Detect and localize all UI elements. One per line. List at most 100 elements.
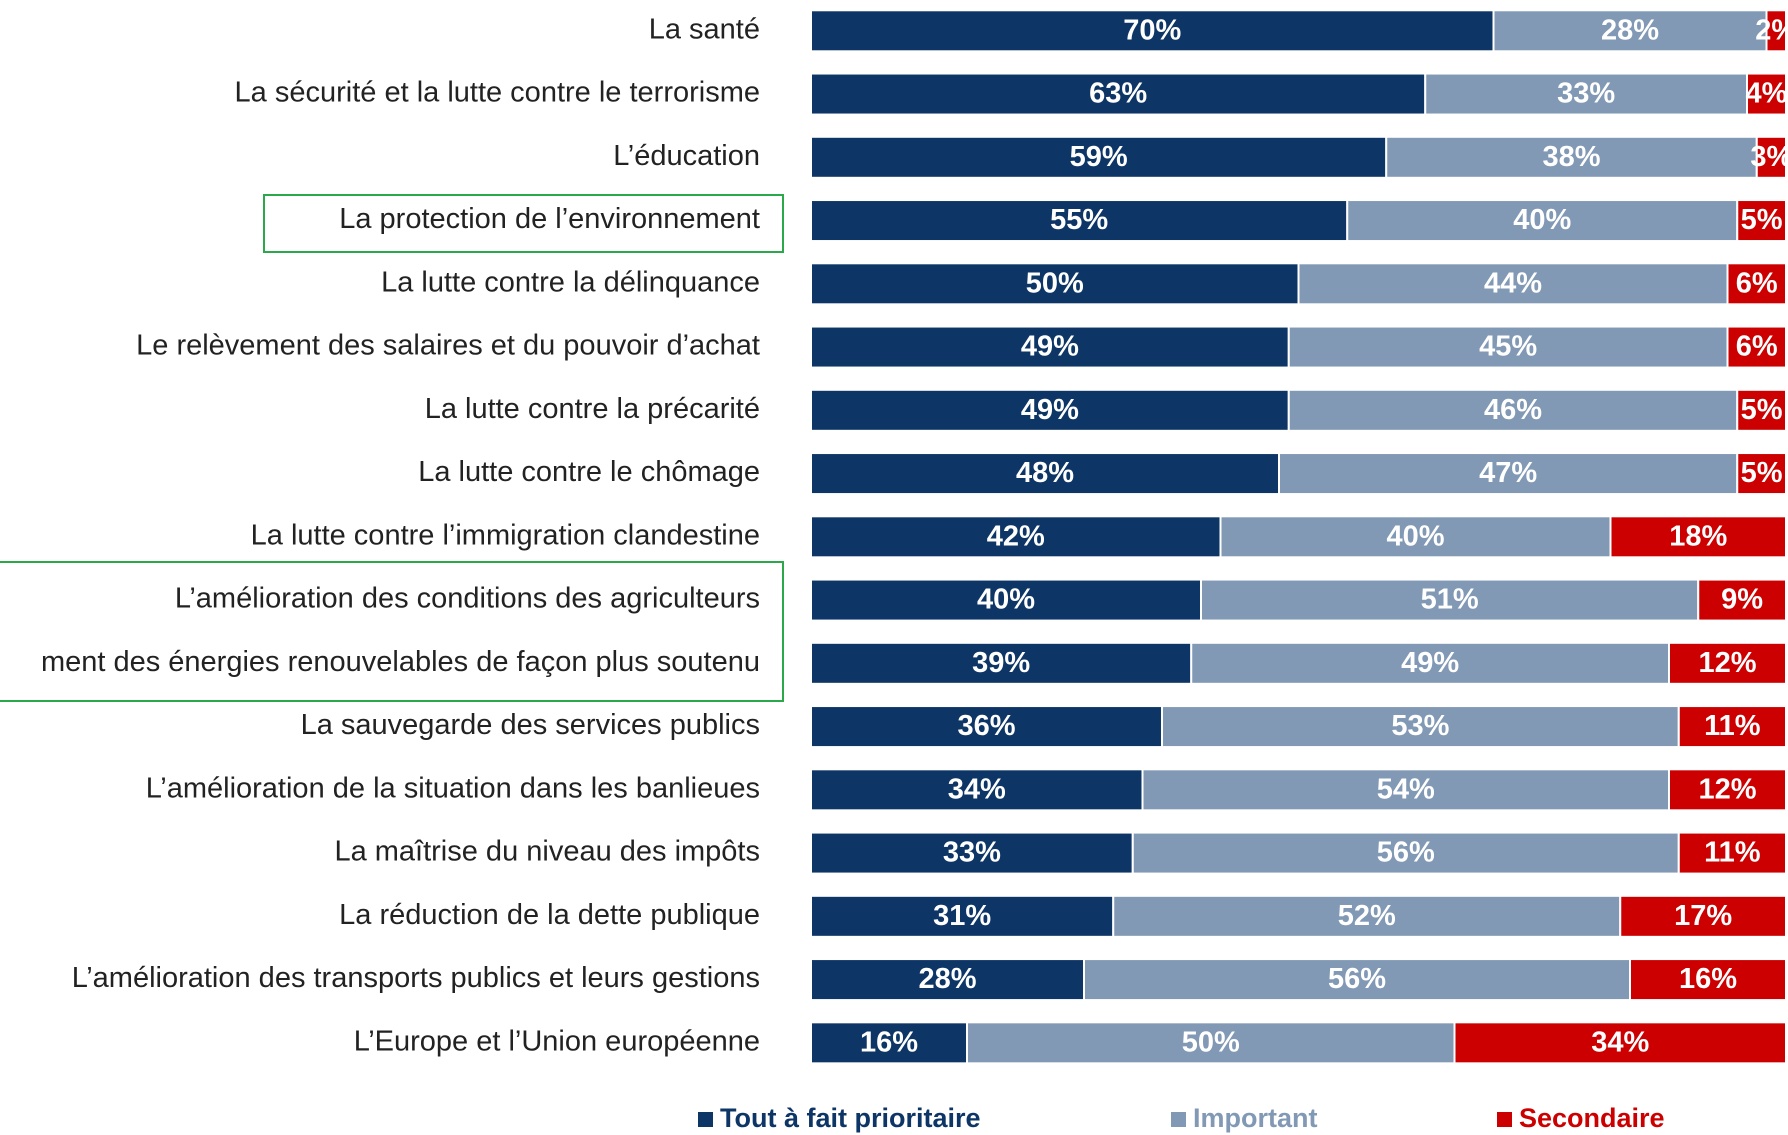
value-label: 49%	[1401, 647, 1459, 679]
value-label: 5%	[1741, 204, 1783, 236]
value-label: 51%	[1421, 584, 1479, 616]
value-label: 9%	[1721, 584, 1763, 616]
value-label: 5%	[1741, 457, 1783, 489]
bar-segment	[1161, 705, 1680, 749]
highlight-box	[263, 194, 784, 253]
value-label: 54%	[1377, 773, 1435, 805]
value-label: 6%	[1736, 267, 1778, 299]
value-label: 4%	[1746, 78, 1788, 110]
bar-segment	[1200, 578, 1700, 622]
value-label: 48%	[1016, 457, 1074, 489]
value-label: 6%	[1736, 331, 1778, 363]
category-label: L’Europe et l’Union européenne	[354, 1025, 760, 1057]
value-label: 59%	[1070, 141, 1128, 173]
category-label: L’amélioration des transports publics et…	[72, 962, 760, 994]
value-label: 3%	[1750, 141, 1788, 173]
value-label: 2%	[1755, 14, 1788, 46]
value-label: 17%	[1674, 900, 1732, 932]
value-label: 12%	[1698, 647, 1756, 679]
category-label: L’amélioration des conditions des agricu…	[175, 583, 760, 615]
value-label: 39%	[972, 647, 1030, 679]
bar-segment	[1677, 705, 1787, 749]
legend-label: Secondaire	[1519, 1103, 1665, 1133]
value-label: 53%	[1391, 710, 1449, 742]
value-label: 50%	[1026, 267, 1084, 299]
bar-segment	[1765, 9, 1787, 53]
bar-segment	[1736, 388, 1787, 432]
bar-segment	[810, 262, 1300, 306]
value-label: 31%	[933, 900, 991, 932]
value-label: 47%	[1479, 457, 1537, 489]
value-label: 12%	[1698, 773, 1756, 805]
value-label: 38%	[1542, 141, 1600, 173]
value-label: 49%	[1021, 331, 1079, 363]
bar-segment	[810, 199, 1349, 243]
value-label: 56%	[1377, 837, 1435, 869]
bar-segment	[1141, 768, 1670, 812]
value-label: 36%	[957, 710, 1015, 742]
bar-segment	[1726, 325, 1787, 369]
bar-segment	[1668, 641, 1787, 685]
bar-segment	[810, 388, 1290, 432]
bar-segment	[1677, 831, 1787, 875]
category-label: La sécurité et la lutte contre le terror…	[235, 77, 760, 109]
value-label: 56%	[1328, 963, 1386, 995]
value-label: 16%	[1679, 963, 1737, 995]
bar-segment	[1619, 894, 1787, 938]
legend-swatch	[1497, 1112, 1512, 1127]
legend-label: Tout à fait prioritaire	[720, 1103, 981, 1133]
value-label: 52%	[1338, 900, 1396, 932]
bar-segment	[1668, 768, 1787, 812]
bar-segment	[810, 768, 1144, 812]
bar-segment	[1287, 388, 1739, 432]
category-label: La lutte contre le chômage	[418, 456, 760, 488]
value-label: 70%	[1123, 14, 1181, 46]
value-label: 42%	[987, 520, 1045, 552]
category-label: La lutte contre la précarité	[425, 393, 760, 425]
bar-segment	[1609, 515, 1787, 559]
value-label: 11%	[1704, 837, 1761, 869]
bar-segment	[1726, 262, 1787, 306]
category-label: La sauvegarde des services publics	[301, 709, 760, 741]
value-label: 16%	[860, 1026, 918, 1058]
value-label: 46%	[1484, 394, 1542, 426]
bar-segment	[810, 705, 1163, 749]
category-label: La lutte contre la délinquance	[381, 266, 760, 298]
category-label: L’amélioration de la situation dans les …	[146, 772, 760, 804]
bar-segment	[1190, 641, 1670, 685]
bar-segment	[810, 831, 1134, 875]
value-label: 55%	[1050, 204, 1108, 236]
bar-segment	[1629, 958, 1787, 1002]
legend-swatch	[1171, 1112, 1186, 1127]
bar-segment	[1746, 72, 1787, 116]
value-label: 11%	[1704, 710, 1761, 742]
value-label: 50%	[1182, 1026, 1240, 1058]
value-label: 44%	[1484, 267, 1542, 299]
bar-segment	[1697, 578, 1787, 622]
bar-segment	[810, 9, 1495, 53]
legend-swatch	[698, 1112, 713, 1127]
category-label: La lutte contre l’immigration clandestin…	[251, 519, 760, 551]
category-label: ment des énergies renouvelables de façon…	[41, 646, 760, 678]
value-label: 5%	[1741, 394, 1783, 426]
value-label: 33%	[943, 837, 1001, 869]
category-label: La santé	[649, 13, 760, 45]
bar-segment	[1297, 262, 1729, 306]
category-label: La protection de l’environnement	[339, 203, 760, 235]
value-label: 28%	[918, 963, 976, 995]
category-label: La réduction de la dette publique	[339, 899, 760, 931]
value-label: 40%	[1513, 204, 1571, 236]
value-label: 33%	[1557, 78, 1615, 110]
bar-segment	[1346, 199, 1739, 243]
bar-segment	[810, 1021, 968, 1065]
bar-segment	[810, 578, 1202, 622]
value-label: 49%	[1021, 394, 1079, 426]
value-label: 28%	[1601, 14, 1659, 46]
category-label: Le relèvement des salaires et du pouvoir…	[136, 330, 760, 362]
bar-segment	[1755, 135, 1787, 179]
value-label: 63%	[1089, 78, 1147, 110]
highlight-box	[0, 561, 784, 702]
bar-segment	[1453, 1021, 1787, 1065]
value-label: 34%	[1591, 1026, 1649, 1058]
